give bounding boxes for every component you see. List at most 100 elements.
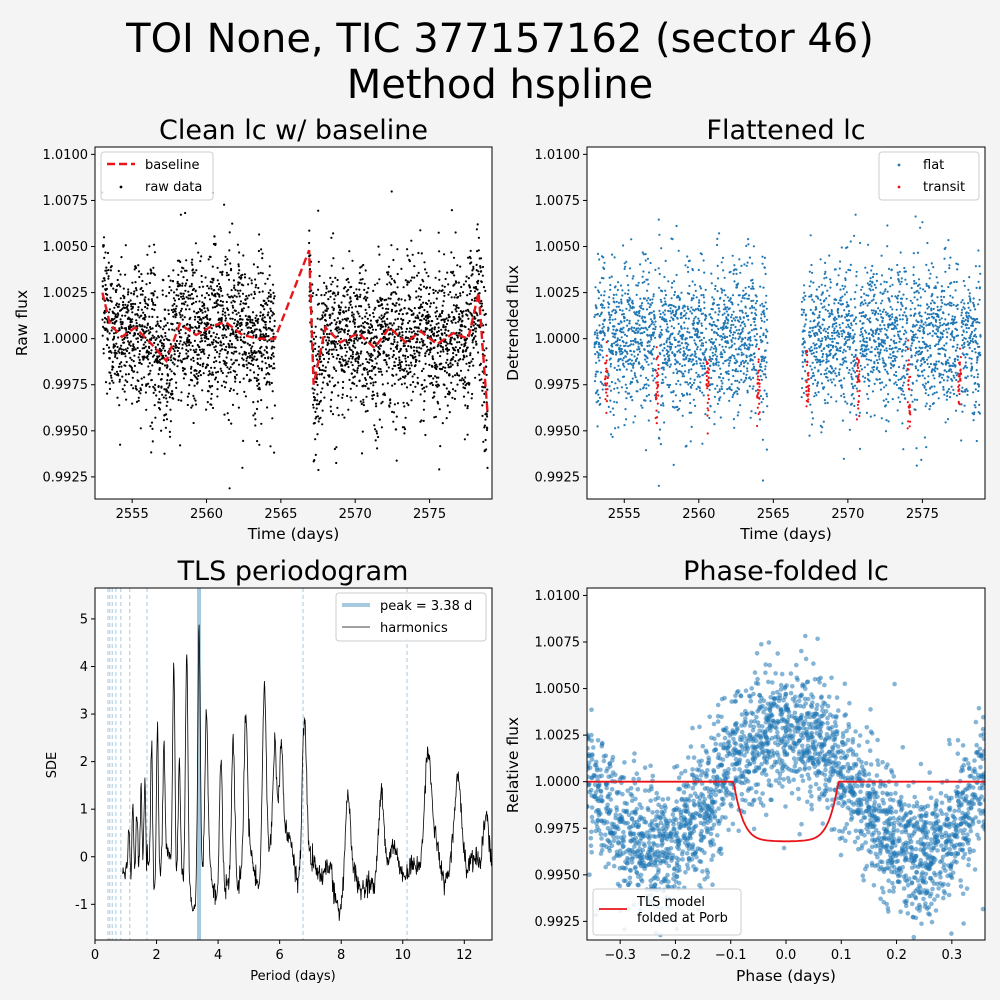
flat-point <box>661 316 664 319</box>
raw-data-point <box>146 307 149 310</box>
flat-point <box>716 264 719 267</box>
raw-data-point <box>135 400 139 403</box>
raw-data-point <box>391 410 394 413</box>
raw-data-point <box>168 384 171 387</box>
flat-point <box>615 311 618 314</box>
raw-data-point <box>233 300 236 303</box>
raw-data-point <box>127 340 130 343</box>
raw-data-point <box>380 299 383 302</box>
flat-point <box>628 327 631 330</box>
raw-data-point <box>339 306 342 309</box>
flat-point <box>730 340 733 343</box>
flat-point <box>716 290 719 293</box>
raw-data-point <box>378 370 381 373</box>
flat-point <box>722 349 725 352</box>
raw-data-point <box>260 352 263 355</box>
flat-point <box>751 306 754 309</box>
raw-data-point <box>272 340 275 343</box>
flat-point <box>620 302 623 305</box>
flat-point <box>701 342 705 345</box>
raw-data-point <box>141 293 144 296</box>
raw-data-point <box>265 301 268 305</box>
raw-data-point <box>374 366 377 369</box>
raw-data-point <box>240 321 243 324</box>
flat-point <box>714 387 717 390</box>
flat-point <box>642 308 645 311</box>
raw-data-point <box>395 347 399 350</box>
raw-data-point <box>408 298 411 301</box>
raw-data-point <box>392 374 395 377</box>
flat-point <box>754 302 758 305</box>
raw-data-point <box>215 302 218 305</box>
raw-data-point <box>354 318 357 321</box>
raw-data-point <box>365 312 368 315</box>
raw-data-point <box>360 332 363 335</box>
flat-point <box>674 338 677 342</box>
raw-data-point <box>246 355 249 358</box>
flat-point <box>615 351 618 354</box>
flat-point <box>721 289 724 292</box>
raw-data-point <box>224 263 227 266</box>
flat-point <box>714 353 717 356</box>
raw-data-point <box>465 337 469 340</box>
flat-point <box>742 365 746 368</box>
flat-point <box>705 314 708 318</box>
raw-data-point <box>190 261 193 264</box>
flat-point <box>672 304 675 308</box>
flat-point <box>597 393 600 396</box>
raw-data-point <box>464 384 467 387</box>
raw-data-point <box>247 306 250 309</box>
raw-data-point <box>168 285 171 289</box>
flat-point <box>754 389 758 392</box>
raw-data-point <box>389 322 392 325</box>
raw-data-point <box>436 331 439 334</box>
raw-data-point <box>195 372 198 375</box>
flat-point <box>708 416 711 420</box>
flat-point <box>651 298 654 301</box>
raw-data-point <box>455 306 458 309</box>
raw-data-point <box>156 320 159 323</box>
raw-data-point <box>125 328 128 331</box>
raw-data-point <box>410 346 413 349</box>
raw-data-point <box>225 345 228 348</box>
raw-data-point <box>485 448 488 451</box>
raw-data-point <box>216 299 219 302</box>
raw-data-point <box>363 368 366 371</box>
raw-data-point <box>415 290 418 293</box>
flat-point <box>641 365 644 368</box>
flat-point <box>651 301 654 304</box>
raw-data-point <box>232 352 235 355</box>
raw-data-point <box>101 280 104 283</box>
raw-data-point <box>387 297 390 300</box>
raw-data-point <box>419 295 423 298</box>
raw-data-point <box>346 325 349 328</box>
raw-data-point <box>188 334 191 338</box>
flat-point <box>746 389 749 392</box>
raw-data-point <box>477 270 480 273</box>
raw-data-point <box>364 295 367 298</box>
raw-data-point <box>339 361 342 364</box>
raw-data-point <box>486 415 489 418</box>
flat-point <box>669 310 672 313</box>
raw-data-point <box>344 306 347 309</box>
raw-data-point <box>358 281 361 284</box>
raw-data-point <box>247 283 250 286</box>
raw-data-point <box>324 313 327 316</box>
raw-data-point <box>133 332 137 335</box>
flat-point <box>719 367 722 370</box>
raw-data-point <box>401 322 404 325</box>
raw-data-point <box>202 350 205 353</box>
raw-data-point <box>173 291 176 294</box>
raw-data-point <box>130 292 133 295</box>
raw-data-point <box>335 357 338 360</box>
raw-data-point <box>330 348 333 351</box>
raw-data-point <box>410 364 413 367</box>
raw-data-point <box>361 341 364 344</box>
flat-point <box>594 373 597 376</box>
raw-data-point <box>259 350 262 353</box>
raw-data-point <box>273 404 276 407</box>
raw-data-point <box>201 311 204 314</box>
raw-data-point <box>115 352 118 355</box>
raw-data-point <box>345 319 348 322</box>
raw-data-point <box>397 363 400 367</box>
